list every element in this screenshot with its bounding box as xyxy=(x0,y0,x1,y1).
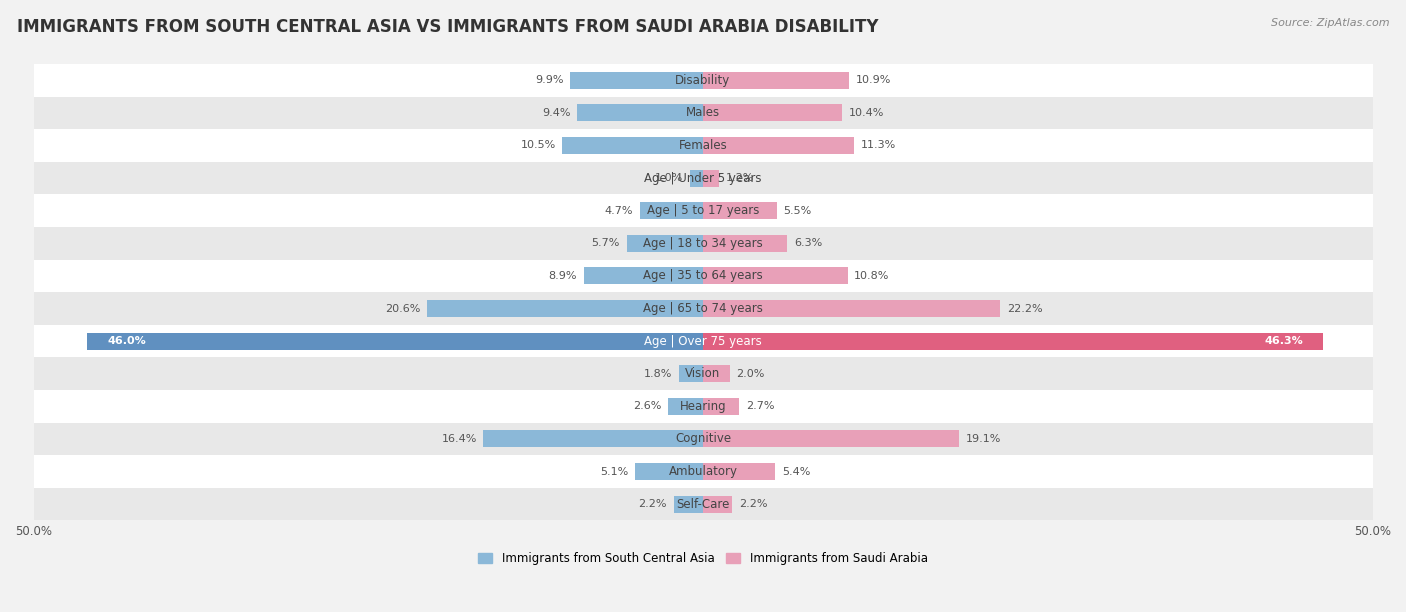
Bar xyxy=(703,430,959,447)
Text: 5.5%: 5.5% xyxy=(783,206,811,215)
Text: Females: Females xyxy=(679,139,727,152)
Text: Age | 18 to 34 years: Age | 18 to 34 years xyxy=(643,237,763,250)
Bar xyxy=(703,496,733,513)
Text: Cognitive: Cognitive xyxy=(675,433,731,446)
Text: 2.7%: 2.7% xyxy=(745,401,775,411)
Text: 5.4%: 5.4% xyxy=(782,466,810,477)
Text: 6.3%: 6.3% xyxy=(794,238,823,248)
Bar xyxy=(34,97,1372,129)
Bar xyxy=(703,72,849,89)
Bar xyxy=(627,235,703,252)
Bar xyxy=(703,300,1000,317)
Bar xyxy=(87,333,703,349)
Text: Source: ZipAtlas.com: Source: ZipAtlas.com xyxy=(1271,18,1389,28)
Bar xyxy=(689,170,703,187)
Bar xyxy=(703,463,775,480)
Legend: Immigrants from South Central Asia, Immigrants from Saudi Arabia: Immigrants from South Central Asia, Immi… xyxy=(478,552,928,565)
Bar xyxy=(34,488,1372,520)
Text: 10.8%: 10.8% xyxy=(855,271,890,281)
Bar xyxy=(703,105,842,121)
Text: Males: Males xyxy=(686,106,720,119)
Text: 2.0%: 2.0% xyxy=(737,369,765,379)
Text: 19.1%: 19.1% xyxy=(966,434,1001,444)
Text: Self-Care: Self-Care xyxy=(676,498,730,510)
Text: Age | 5 to 17 years: Age | 5 to 17 years xyxy=(647,204,759,217)
Bar xyxy=(668,398,703,415)
Bar xyxy=(634,463,703,480)
Bar xyxy=(703,170,718,187)
Text: 2.2%: 2.2% xyxy=(638,499,666,509)
Text: 1.2%: 1.2% xyxy=(725,173,754,183)
Text: 20.6%: 20.6% xyxy=(385,304,420,313)
Bar xyxy=(34,259,1372,292)
Bar xyxy=(34,64,1372,97)
Text: Age | 65 to 74 years: Age | 65 to 74 years xyxy=(643,302,763,315)
Text: Age | Under 5 years: Age | Under 5 years xyxy=(644,171,762,185)
Bar xyxy=(34,390,1372,423)
Bar xyxy=(583,267,703,285)
Text: 46.3%: 46.3% xyxy=(1264,336,1303,346)
Text: Vision: Vision xyxy=(685,367,721,380)
Text: 9.9%: 9.9% xyxy=(536,75,564,85)
Text: 5.7%: 5.7% xyxy=(592,238,620,248)
Bar xyxy=(484,430,703,447)
Text: 4.7%: 4.7% xyxy=(605,206,633,215)
Text: 9.4%: 9.4% xyxy=(541,108,571,118)
Bar xyxy=(34,292,1372,325)
Text: 10.9%: 10.9% xyxy=(856,75,891,85)
Bar xyxy=(34,455,1372,488)
Bar xyxy=(576,105,703,121)
Bar xyxy=(34,423,1372,455)
Text: 1.0%: 1.0% xyxy=(655,173,683,183)
Text: 46.0%: 46.0% xyxy=(107,336,146,346)
Bar xyxy=(640,202,703,219)
Bar xyxy=(703,365,730,382)
Text: Disability: Disability xyxy=(675,74,731,87)
Text: 10.4%: 10.4% xyxy=(849,108,884,118)
Bar xyxy=(34,162,1372,195)
Bar xyxy=(703,267,848,285)
Text: IMMIGRANTS FROM SOUTH CENTRAL ASIA VS IMMIGRANTS FROM SAUDI ARABIA DISABILITY: IMMIGRANTS FROM SOUTH CENTRAL ASIA VS IM… xyxy=(17,18,879,36)
Bar xyxy=(34,357,1372,390)
Bar xyxy=(34,227,1372,259)
Bar xyxy=(703,202,776,219)
Bar xyxy=(703,398,740,415)
Text: Age | 35 to 64 years: Age | 35 to 64 years xyxy=(643,269,763,282)
Text: 1.8%: 1.8% xyxy=(644,369,672,379)
Text: 22.2%: 22.2% xyxy=(1007,304,1043,313)
Bar xyxy=(34,195,1372,227)
Bar xyxy=(703,235,787,252)
Bar xyxy=(703,333,1323,349)
Bar xyxy=(562,137,703,154)
Text: 10.5%: 10.5% xyxy=(520,141,555,151)
Bar xyxy=(673,496,703,513)
Bar xyxy=(34,129,1372,162)
Text: 5.1%: 5.1% xyxy=(600,466,628,477)
Bar xyxy=(679,365,703,382)
Bar xyxy=(427,300,703,317)
Text: 2.6%: 2.6% xyxy=(633,401,661,411)
Text: 2.2%: 2.2% xyxy=(740,499,768,509)
Text: 16.4%: 16.4% xyxy=(441,434,477,444)
Text: Ambulatory: Ambulatory xyxy=(668,465,738,478)
Text: 11.3%: 11.3% xyxy=(860,141,896,151)
Bar xyxy=(703,137,855,154)
Text: Age | Over 75 years: Age | Over 75 years xyxy=(644,335,762,348)
Bar xyxy=(34,325,1372,357)
Text: 8.9%: 8.9% xyxy=(548,271,576,281)
Bar xyxy=(571,72,703,89)
Text: Hearing: Hearing xyxy=(679,400,727,413)
